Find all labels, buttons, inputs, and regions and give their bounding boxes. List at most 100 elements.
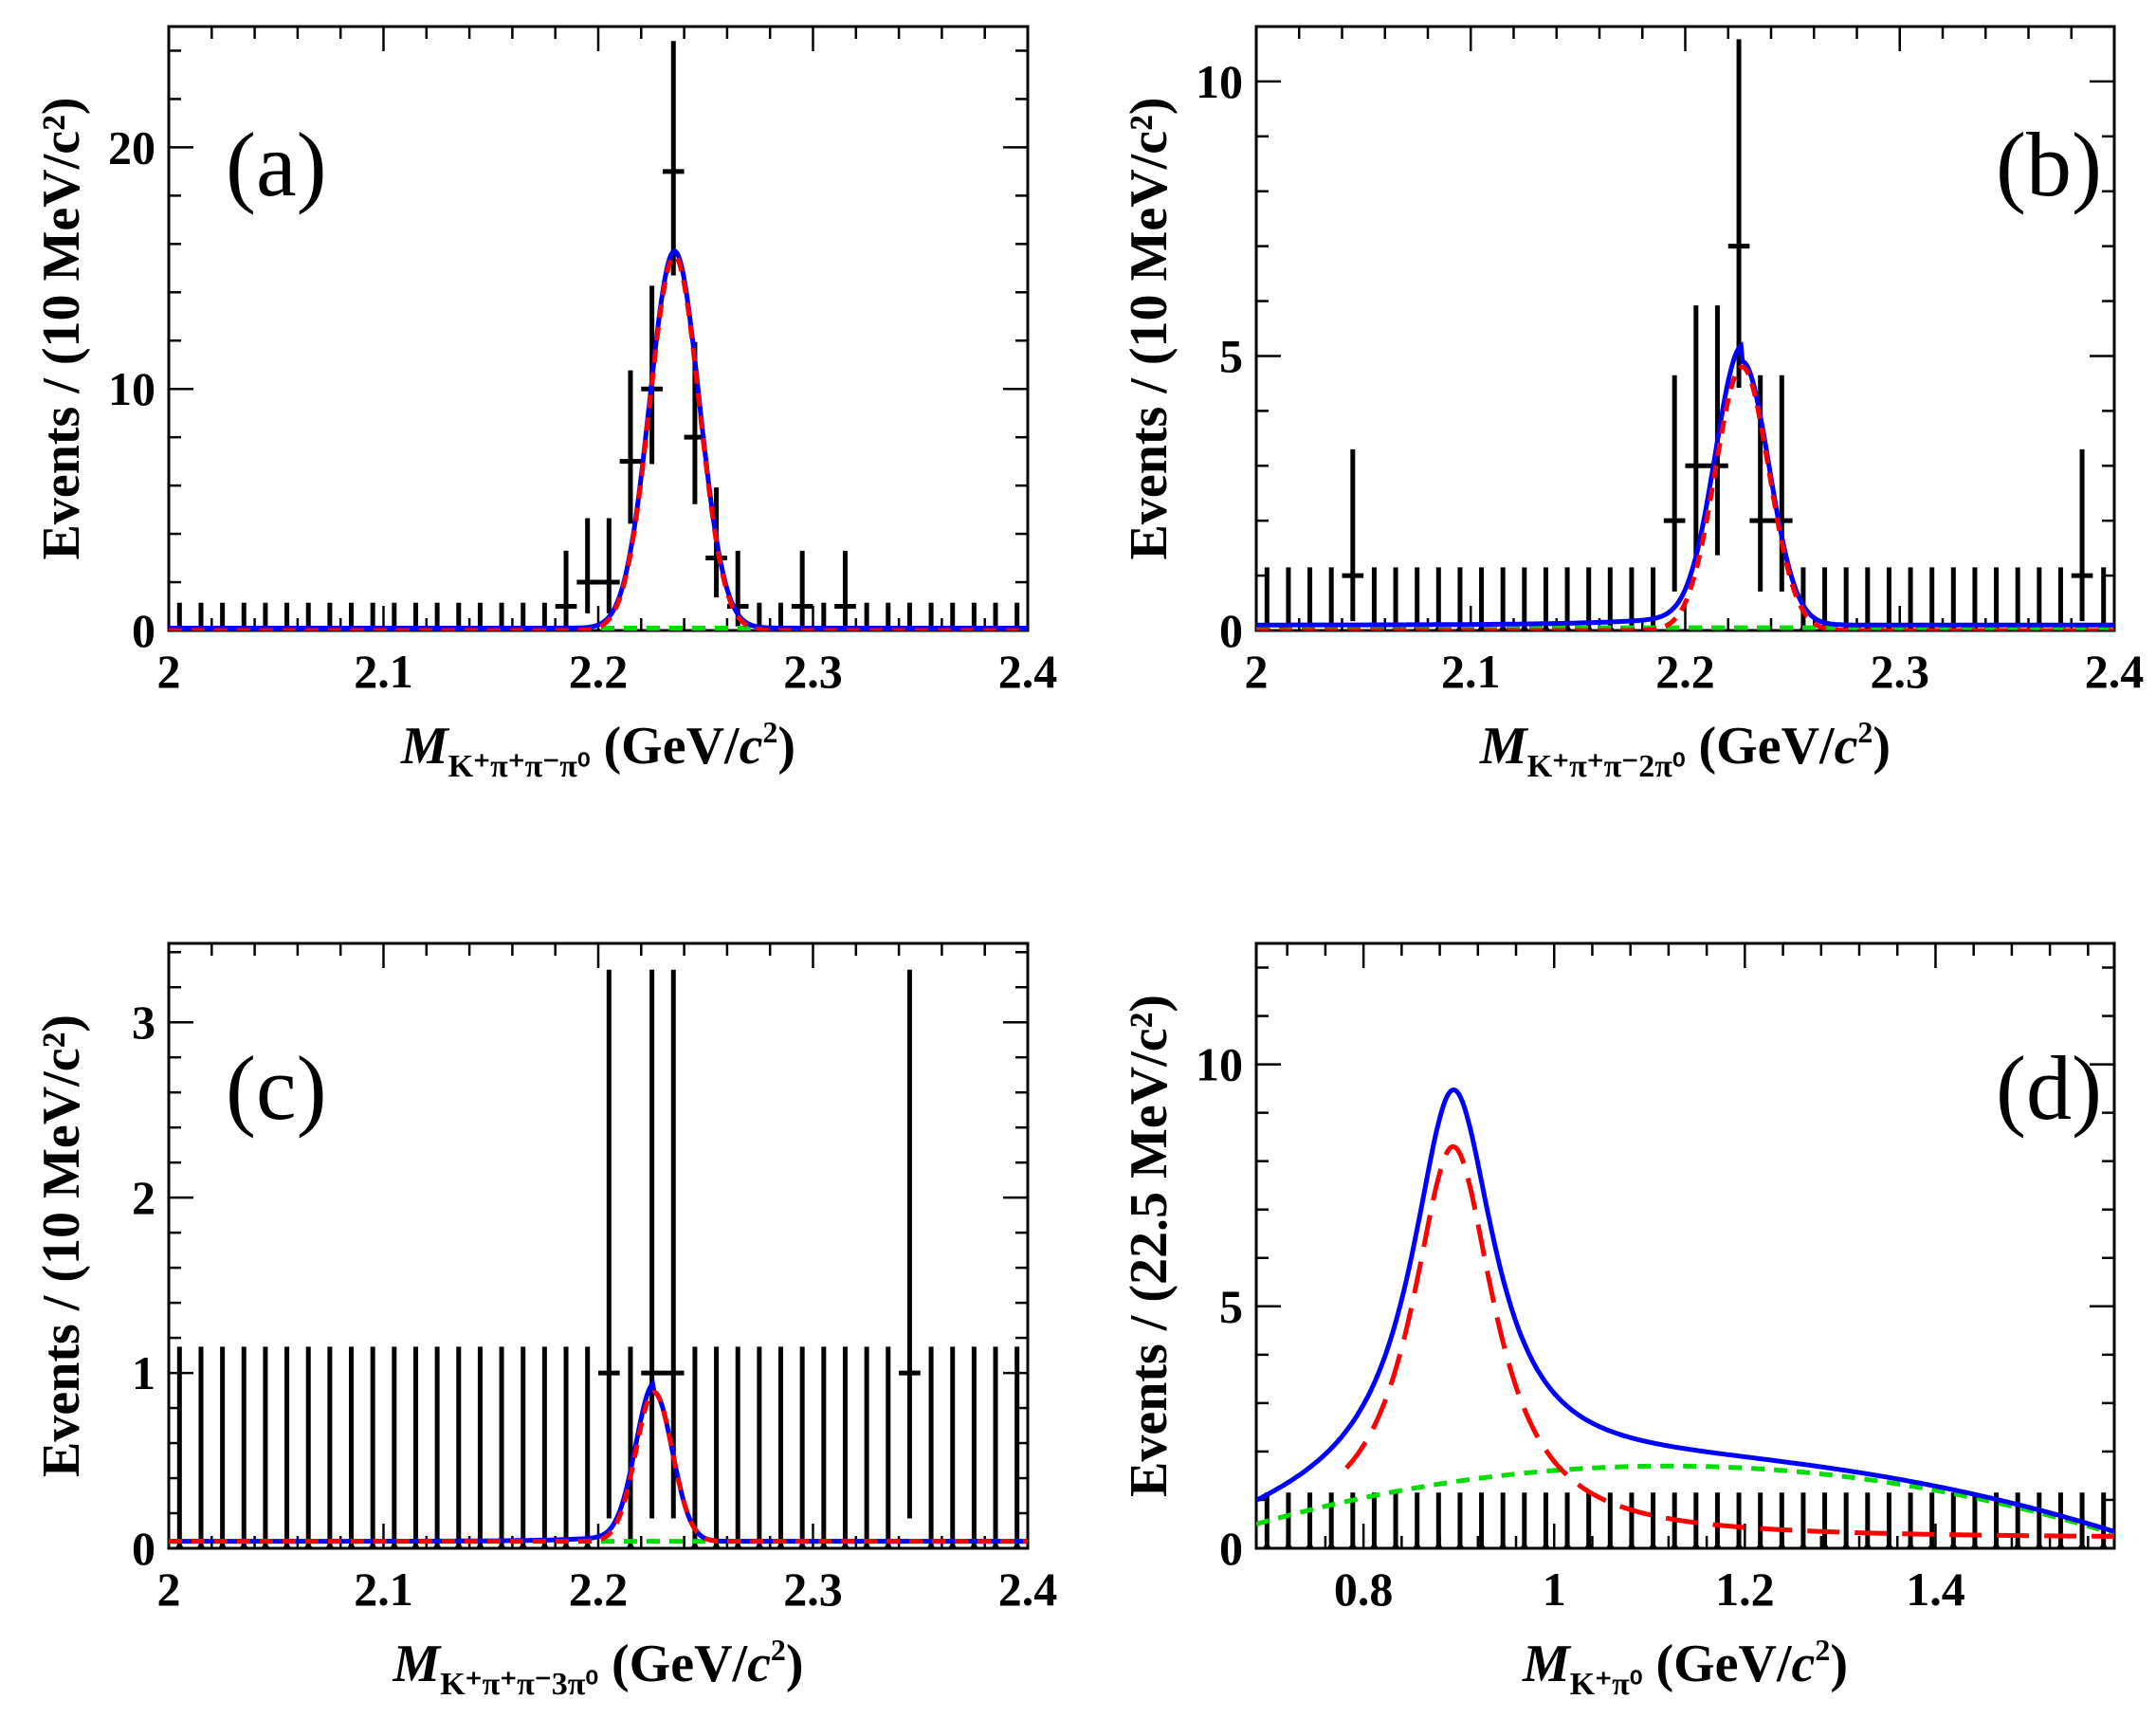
data-point	[476, 1544, 484, 1548]
data-point	[2099, 1544, 2108, 1548]
data-point	[519, 1544, 527, 1548]
x-tick-label: 2.1	[354, 1563, 413, 1616]
data-point	[1756, 1544, 1764, 1548]
data-point	[562, 1544, 571, 1548]
y-tick-label: 10	[1196, 55, 1243, 108]
y-tick-label: 0	[1219, 604, 1243, 657]
fit-curves	[1256, 1087, 2114, 1539]
data-point	[433, 1544, 442, 1548]
x-tick-label: 2.2	[1655, 645, 1715, 698]
y-tick-label: 0	[132, 604, 155, 657]
y-tick-label: 20	[108, 120, 155, 174]
x-tick-label: 0.8	[1334, 1563, 1394, 1616]
data-point	[1413, 1544, 1421, 1548]
panel-d: 0 5 10 0.8 1 1.2 1.4 Events / (22.5 MeV/c²) MK⁺π…	[1120, 941, 2116, 1702]
data-point	[1499, 1544, 1507, 1548]
x-tick-label: 2.2	[569, 645, 629, 698]
data-point	[454, 1544, 463, 1548]
data-point	[1713, 1544, 1722, 1548]
data-point	[1455, 1544, 1464, 1548]
data-point	[325, 1544, 334, 1548]
data-point	[1907, 1544, 1915, 1548]
y-tick-label: 0	[1219, 1522, 1243, 1575]
data-point	[1671, 1544, 1679, 1548]
x-axis-label: MK⁺π⁰ (GeV/c2)	[1522, 1633, 1848, 1702]
data-point	[712, 1544, 721, 1548]
fit-curves	[169, 1379, 1028, 1544]
data-point	[369, 1544, 377, 1548]
panel-a: 0 10 20 2 2.1 2.2 2.3 2.4 Events / (10 MeV/c²) MK…	[32, 25, 1057, 784]
x-tick-label: 1.4	[1906, 1563, 1965, 1616]
y-tick-label: 5	[1219, 329, 1243, 382]
y-axis-label: Events / (22.5 MeV/c²)	[1120, 995, 1178, 1497]
x-tick-label: 2	[157, 645, 181, 698]
x-tick-label: 2.3	[1871, 645, 1930, 698]
x-tick-label: 2	[1245, 645, 1269, 698]
data-point	[1992, 1544, 2001, 1548]
y-tick-label: 10	[108, 362, 155, 415]
data-point	[1263, 1544, 1271, 1548]
data-point	[1520, 1544, 1528, 1548]
signal-fit-curve	[1344, 1143, 2114, 1539]
y-tick-label: 10	[1196, 1038, 1243, 1091]
data-point	[2078, 1544, 2087, 1548]
data-point	[841, 1544, 850, 1548]
data-point	[498, 1544, 506, 1548]
data-point	[261, 1544, 269, 1548]
data-point	[1284, 1544, 1292, 1548]
data-point	[175, 1544, 184, 1548]
data-point	[304, 1544, 313, 1548]
panel-c: 0 1 2 3 2 2.1 2.2 2.3 2.4 Events / (10 MeV/c²) MK⁺…	[32, 941, 1057, 1702]
data-point	[1928, 1544, 1936, 1548]
signal-fit-curve	[169, 253, 1028, 631]
x-axis-label: MK⁺π⁺π⁻3π⁰ (GeV/c2)	[392, 1633, 803, 1702]
data-point	[1563, 627, 1572, 631]
total-fit-curve	[1256, 340, 2114, 628]
data-point	[1863, 1544, 1872, 1548]
data-point	[1627, 1544, 1635, 1548]
data-point	[1434, 1544, 1443, 1548]
background-fit-curve	[1256, 1463, 2114, 1537]
data-point	[863, 1544, 871, 1548]
x-tick-label: 2.4	[2085, 645, 2145, 698]
x-tick-label: 2.1	[354, 645, 413, 698]
signal-fit-curve	[1256, 364, 2114, 631]
fit-curves	[169, 248, 1028, 631]
data-point	[734, 1544, 742, 1548]
x-tick-label: 2.3	[783, 1563, 843, 1616]
data-point	[1691, 1544, 1700, 1548]
data-point	[1013, 1544, 1021, 1548]
data-point	[1735, 1544, 1744, 1548]
x-tick-label: 2.2	[569, 1563, 629, 1616]
data-points	[1263, 39, 2108, 631]
data-point	[1842, 1544, 1851, 1548]
total-fit-curve	[169, 248, 1028, 631]
y-tick-label: 0	[132, 1522, 155, 1575]
signal-fit-curve	[169, 1389, 1028, 1544]
fit-curves	[1256, 340, 2114, 631]
data-point	[970, 1544, 978, 1548]
data-point	[1584, 1544, 1593, 1548]
data-point	[777, 1544, 785, 1548]
data-point	[1370, 1544, 1379, 1548]
panel-label: (b)	[1996, 114, 2102, 215]
data-point	[2014, 1544, 2022, 1548]
data-point	[1306, 1544, 1314, 1548]
data-point	[1799, 1544, 1807, 1548]
data-point	[992, 1544, 1000, 1548]
y-tick-label: 3	[132, 996, 155, 1049]
data-point	[1606, 1544, 1615, 1548]
data-point	[690, 1544, 699, 1548]
y-axis-label: Events / (10 MeV/c²)	[32, 1014, 91, 1477]
panel-label: (c)	[226, 1037, 327, 1139]
x-axis-label: MK⁺π⁺π⁻2π⁰ (GeV/c2)	[1479, 715, 1891, 784]
plot-frame	[1254, 25, 2116, 632]
x-tick-label: 2	[157, 1563, 181, 1616]
data-points	[175, 969, 1021, 1548]
data-point	[819, 1544, 828, 1548]
data-point	[1885, 1544, 1893, 1548]
data-point	[283, 1544, 291, 1548]
data-point	[755, 1544, 763, 1548]
panel-label: (a)	[226, 114, 327, 215]
